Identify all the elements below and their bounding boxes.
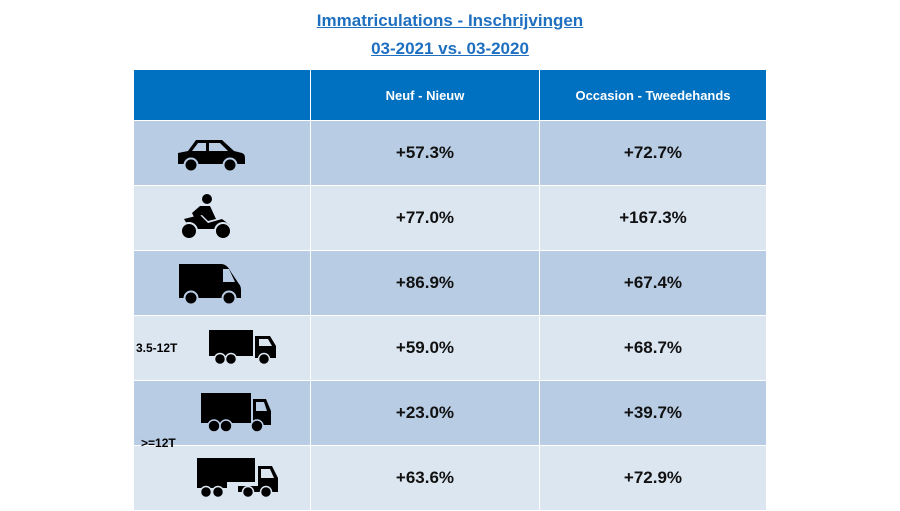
table-row-heavy-truck: >=12T +23.0% +39.7% [134, 381, 766, 450]
vehicle-cell: 3.5-12T [134, 316, 311, 380]
vehicle-cell [134, 186, 311, 250]
table-header: Neuf - Nieuw Occasion - Tweedehands [134, 70, 766, 121]
value-new: +86.9% [311, 251, 540, 315]
light-truck-icon [209, 330, 276, 366]
table-row-motorcycle: +77.0% +167.3% [134, 186, 766, 251]
value-new: +57.3% [311, 121, 540, 185]
table-row-semi-truck: +63.6% +72.9% [134, 446, 766, 511]
motorcycle-icon [180, 194, 232, 240]
value-new: +63.6% [311, 446, 540, 510]
value-used: +67.4% [623, 273, 683, 292]
car-icon [178, 140, 245, 173]
weight-label: 3.5-12T [136, 341, 178, 355]
table-row-van: +86.9% +67.4% [134, 251, 766, 316]
table-row-light-truck: 3.5-12T +59.0% +68.7% [134, 316, 766, 381]
heavy-truck-icon [201, 393, 271, 433]
value-new: +59.0% [311, 316, 540, 380]
vehicle-cell [134, 446, 311, 510]
vehicle-cell [134, 121, 311, 185]
semi-truck-icon [197, 458, 278, 499]
value-used: +72.9% [623, 468, 683, 487]
table-row-car: +57.3% +72.7% [134, 121, 766, 186]
page-title: Immatriculations - Inschrijvingen [316, 11, 584, 30]
page-subtitle: 03-2021 vs. 03-2020 [371, 39, 529, 58]
header-empty-cell [134, 70, 311, 120]
header-new: Neuf - Nieuw [311, 70, 540, 120]
weight-label: >=12T [141, 436, 176, 450]
value-used: +68.7% [623, 338, 683, 357]
vehicle-cell: >=12T [134, 381, 311, 450]
header-used: Occasion - Tweedehands [575, 87, 731, 103]
value-used: +72.7% [623, 143, 683, 162]
value-used: +167.3% [619, 208, 687, 227]
value-used: +39.7% [623, 403, 683, 422]
registrations-table: Neuf - Nieuw Occasion - Tweedehands +57.… [134, 70, 766, 511]
vehicle-cell [134, 251, 311, 315]
value-new: +77.0% [311, 186, 540, 250]
van-icon [179, 264, 241, 306]
value-new: +23.0% [311, 381, 540, 445]
